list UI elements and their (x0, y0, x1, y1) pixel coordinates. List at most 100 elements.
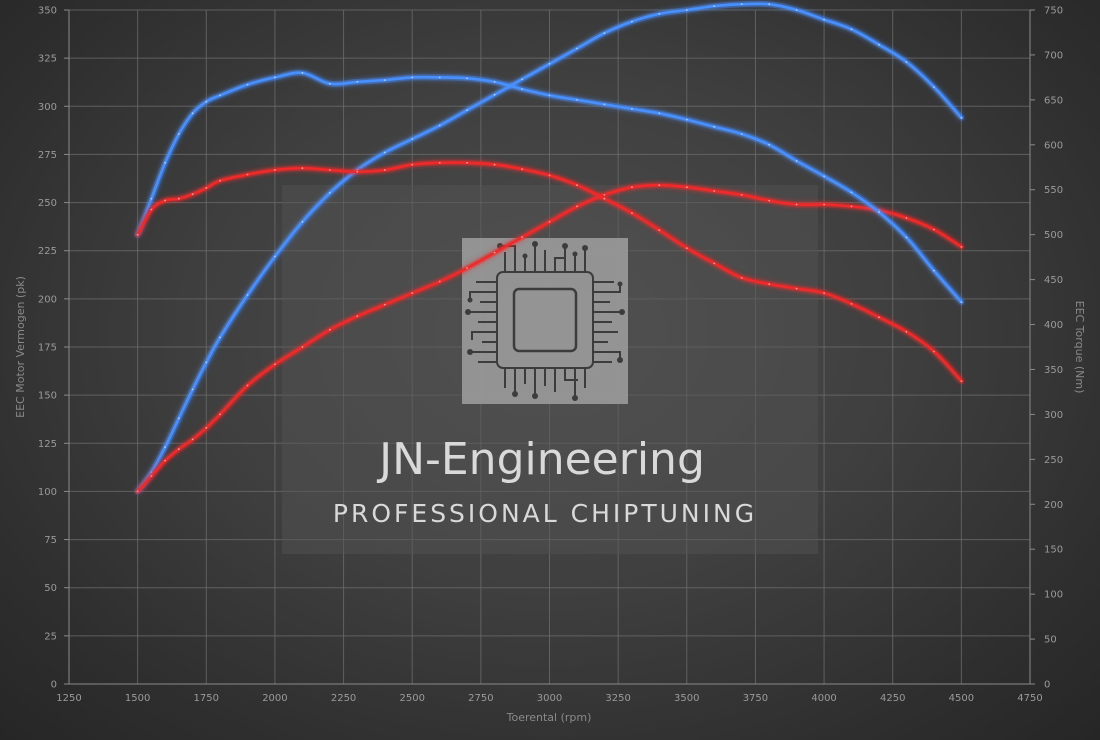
data-point (576, 99, 578, 101)
data-point (933, 350, 935, 353)
data-point (246, 384, 249, 387)
data-point (548, 94, 551, 97)
left-tick-label: 350 (38, 6, 57, 17)
data-point (205, 100, 208, 103)
data-point (713, 262, 716, 265)
data-point (466, 161, 468, 164)
data-point (219, 179, 221, 182)
x-tick-label: 3000 (537, 693, 562, 704)
series-line (136, 161, 963, 383)
data-point (356, 81, 359, 83)
data-point (466, 109, 468, 111)
right-tick-label: 650 (1044, 95, 1063, 106)
data-point (411, 163, 414, 166)
data-point (878, 211, 880, 214)
data-point (246, 83, 249, 86)
left-tick-label: 250 (38, 198, 57, 209)
data-point (685, 247, 688, 250)
data-point (383, 79, 386, 81)
data-point (548, 220, 551, 223)
data-point (150, 475, 153, 477)
series-3-right (134, 159, 965, 385)
data-point (823, 175, 825, 178)
x-tick-label: 2250 (331, 693, 356, 704)
data-point (576, 184, 578, 187)
data-point (164, 161, 167, 164)
data-point (713, 5, 716, 7)
data-point (164, 446, 167, 448)
right-tick-label: 400 (1044, 320, 1063, 331)
data-point (631, 108, 633, 110)
left-tick-label: 75 (44, 535, 57, 546)
data-point (740, 276, 743, 279)
data-point (219, 336, 221, 339)
data-point (191, 193, 194, 196)
data-point (905, 236, 908, 239)
data-point (150, 208, 153, 211)
right-tick-label: 150 (1044, 545, 1063, 556)
data-point (411, 138, 414, 140)
chip-icon (462, 238, 628, 404)
data-point (960, 380, 963, 382)
data-point (658, 229, 661, 232)
right-tick-label: 250 (1044, 455, 1063, 466)
data-point (576, 205, 578, 208)
data-point (383, 303, 386, 306)
data-point (301, 72, 304, 74)
left-tick-label: 50 (44, 583, 57, 594)
data-point (219, 94, 221, 97)
x-tick-label: 3500 (674, 693, 699, 704)
data-point (177, 133, 180, 135)
series (134, 0, 965, 495)
left-tick-label: 100 (38, 487, 57, 498)
data-point (603, 32, 606, 34)
data-point (960, 246, 963, 248)
data-point (466, 267, 468, 269)
data-point (795, 287, 798, 290)
data-point (658, 112, 661, 115)
series-line (136, 183, 963, 493)
data-point (823, 203, 825, 206)
x-tick-label: 1500 (125, 693, 150, 704)
data-point (328, 82, 331, 85)
data-point (713, 125, 716, 128)
data-point (177, 417, 180, 420)
data-point (905, 217, 908, 219)
data-point (219, 413, 221, 416)
data-point (246, 294, 249, 296)
x-tick-label: 2750 (468, 693, 493, 704)
data-point (150, 471, 153, 474)
x-tick-label: 1750 (194, 693, 219, 704)
data-point (850, 28, 853, 31)
watermark-logo: JN-Engineering PROFESSIONAL CHIPTUNING (282, 185, 818, 554)
left-tick-label: 300 (38, 102, 57, 113)
data-point (933, 269, 935, 272)
data-point (878, 43, 880, 46)
left-axis-title: EEC Motor Vermogen (pk) (14, 276, 27, 418)
data-point (795, 9, 798, 11)
data-point (795, 160, 798, 162)
right-tick-label: 50 (1044, 635, 1057, 646)
data-point (960, 301, 963, 303)
data-point (383, 169, 386, 171)
data-point (768, 143, 771, 146)
data-point (548, 174, 551, 177)
data-point (658, 184, 661, 187)
data-point (301, 220, 304, 223)
data-point (438, 280, 441, 283)
data-point (246, 173, 249, 176)
data-point (177, 197, 180, 200)
data-point (274, 363, 276, 366)
x-tick-label: 4000 (811, 693, 836, 704)
data-point (521, 78, 523, 81)
data-point (795, 203, 798, 206)
data-point (576, 47, 578, 50)
series-2-right (134, 69, 965, 306)
data-point (150, 197, 153, 200)
data-point (301, 346, 304, 348)
grid (64, 9, 1035, 685)
left-tick-label: 200 (38, 294, 57, 305)
data-point (411, 292, 414, 294)
data-point (768, 283, 771, 285)
data-point (658, 13, 661, 15)
